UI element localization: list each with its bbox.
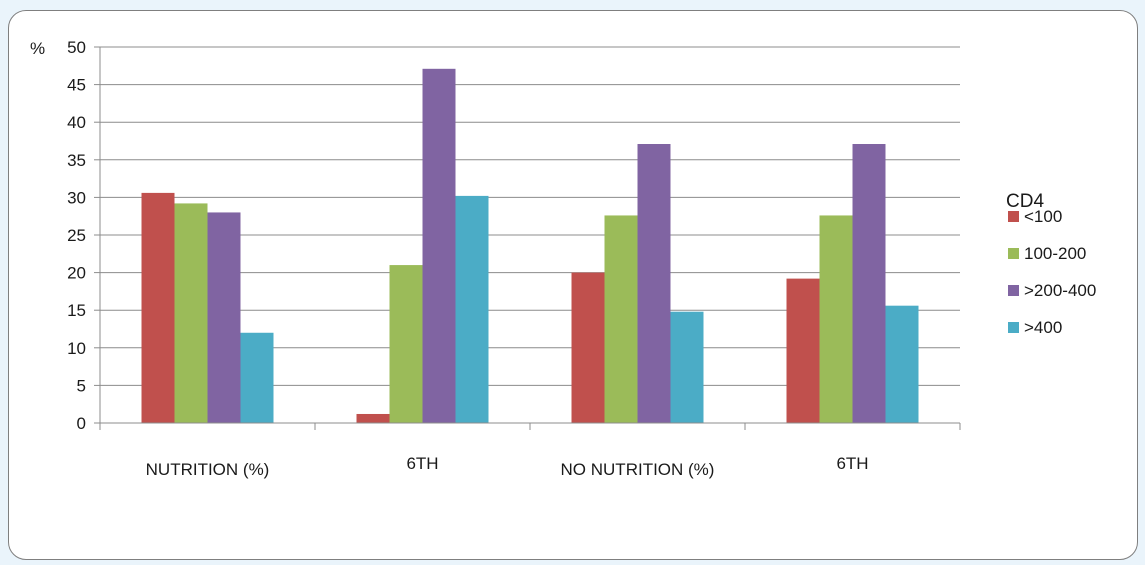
bar [885, 305, 919, 423]
y-tick-label: 45 [67, 76, 86, 95]
y-tick-label: 50 [67, 38, 86, 57]
legend-swatch [1008, 322, 1019, 333]
bar [670, 311, 704, 423]
legend-swatch [1008, 211, 1019, 222]
bar [389, 265, 423, 423]
bar [637, 144, 671, 423]
y-tick-label: 30 [67, 188, 86, 207]
y-tick-label: 25 [67, 226, 86, 245]
bar [604, 215, 638, 423]
x-tick-label: NO NUTRITION (%) [561, 460, 715, 479]
bar [852, 144, 886, 423]
y-tick-label: 35 [67, 151, 86, 170]
legend-swatch [1008, 285, 1019, 296]
y-tick-label: 15 [67, 301, 86, 320]
bar [455, 195, 489, 423]
bar [141, 192, 175, 423]
bar [207, 212, 241, 423]
legend: CD4 <100 100-200 >200-400 >400 [1006, 191, 1096, 337]
legend-swatch [1008, 248, 1019, 259]
legend-label: >400 [1024, 318, 1062, 337]
legend-title: CD4 [1006, 191, 1044, 212]
axes [94, 46, 961, 430]
x-tick-labels: NUTRITION (%) 6TH NO NUTRITION (%) 6TH [146, 454, 869, 479]
bar [174, 203, 208, 423]
y-tick-label: 10 [67, 339, 86, 358]
bar [571, 272, 605, 423]
y-tick-labels: 0 5 10 15 20 25 30 35 40 45 50 [67, 38, 86, 433]
bar [786, 278, 820, 423]
legend-label: 100-200 [1024, 244, 1086, 263]
y-tick-label: 0 [77, 414, 86, 433]
x-tick-label: NUTRITION (%) [146, 460, 270, 479]
y-axis-label: % [30, 39, 45, 58]
bar [819, 215, 853, 423]
bar [422, 68, 456, 424]
bars [141, 68, 919, 424]
y-tick-label: 40 [67, 113, 86, 132]
legend-label: <100 [1024, 207, 1062, 226]
bar [356, 413, 390, 423]
bar [240, 332, 274, 423]
x-tick-label: 6TH [836, 454, 868, 473]
y-tick-label: 5 [77, 376, 86, 395]
x-tick-label: 6TH [406, 454, 438, 473]
y-tick-label: 20 [67, 264, 86, 283]
legend-label: >200-400 [1024, 281, 1096, 300]
